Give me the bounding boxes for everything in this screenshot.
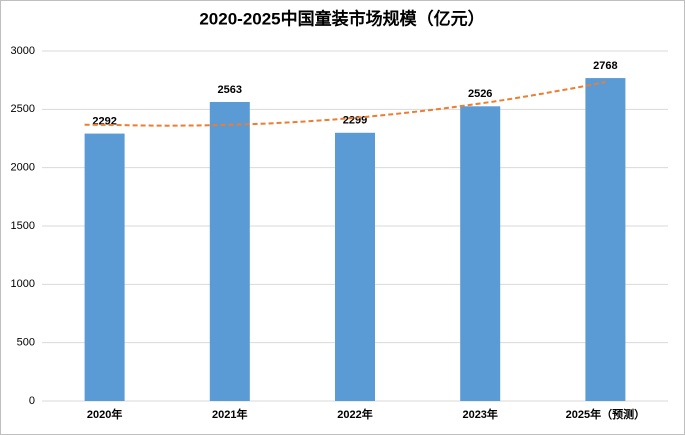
bar	[460, 106, 501, 402]
y-tick-label: 0	[29, 395, 35, 407]
chart-title: 2020-2025中国童装市场规模（亿元）	[199, 8, 484, 28]
bar	[84, 133, 125, 401]
data-label: 2563	[218, 84, 242, 96]
x-tick-label: 2022年	[337, 407, 372, 421]
y-tick-label: 2000	[11, 162, 35, 174]
x-tick-label: 2025年（预测）	[566, 407, 645, 421]
data-label: 2526	[468, 88, 492, 100]
bar	[585, 78, 626, 402]
bar	[209, 101, 250, 401]
x-tick-label: 2020年	[87, 407, 122, 421]
data-label: 2299	[343, 115, 367, 127]
x-tick-label: 2023年	[462, 407, 497, 421]
bar	[335, 132, 375, 402]
y-tick-label: 2500	[11, 103, 35, 115]
y-tick-label: 3000	[11, 45, 35, 57]
data-label: 2768	[593, 60, 617, 72]
x-tick-label: 2021年	[212, 407, 247, 421]
y-tick-label: 1000	[11, 278, 35, 290]
y-tick-label: 500	[17, 337, 35, 349]
y-tick-label: 1500	[11, 220, 35, 232]
